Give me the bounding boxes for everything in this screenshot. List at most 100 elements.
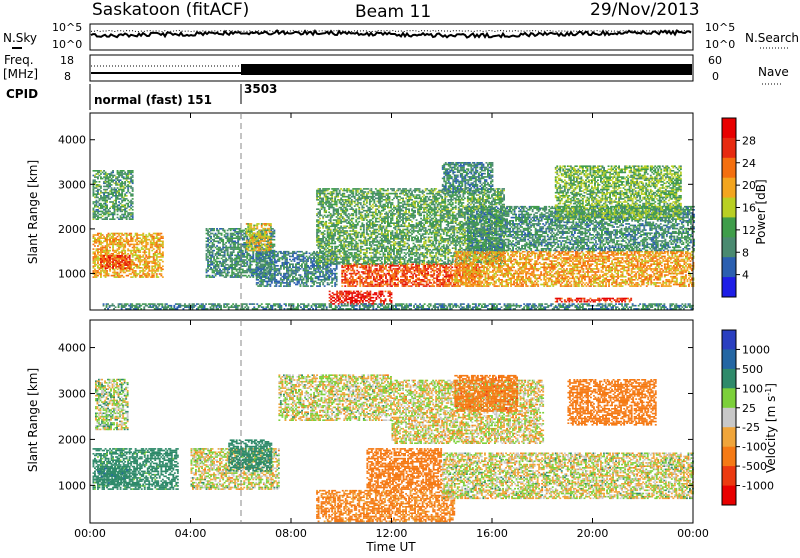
range-cell bbox=[132, 181, 134, 183]
range-cell bbox=[210, 258, 212, 260]
range-cell bbox=[123, 186, 125, 188]
range-cell bbox=[206, 258, 208, 260]
range-cell bbox=[272, 263, 274, 265]
range-cell bbox=[242, 269, 244, 271]
range-cell bbox=[120, 208, 122, 210]
range-cell bbox=[303, 256, 305, 258]
range-cell bbox=[363, 298, 365, 300]
range-cell bbox=[126, 192, 128, 194]
range-cell bbox=[207, 267, 209, 269]
range-cell bbox=[272, 228, 274, 230]
range-cell bbox=[96, 195, 98, 197]
range-cell bbox=[148, 255, 150, 257]
range-cell bbox=[353, 291, 355, 293]
range-cell bbox=[300, 285, 302, 287]
range-cell bbox=[243, 237, 245, 239]
range-cell bbox=[359, 285, 361, 287]
range-cell bbox=[371, 273, 373, 275]
range-cell bbox=[121, 184, 123, 186]
range-cell bbox=[138, 273, 140, 275]
range-cell bbox=[418, 267, 420, 269]
range-cell bbox=[297, 284, 299, 286]
range-cell bbox=[316, 233, 318, 235]
range-cell bbox=[322, 232, 324, 234]
range-cell bbox=[330, 213, 332, 215]
range-cell bbox=[324, 193, 326, 195]
range-cell bbox=[234, 241, 236, 243]
range-cell bbox=[252, 234, 254, 236]
range-cell bbox=[145, 237, 147, 239]
range-cell bbox=[224, 255, 226, 257]
range-cell bbox=[256, 278, 258, 280]
station-title: Saskatoon (fitACF) bbox=[92, 0, 249, 20]
range-cell bbox=[361, 281, 363, 283]
range-cell bbox=[132, 187, 134, 189]
range-cell bbox=[133, 262, 135, 264]
range-cell bbox=[318, 224, 320, 226]
range-cell bbox=[322, 271, 324, 273]
range-cell bbox=[126, 217, 128, 219]
range-cell bbox=[331, 285, 333, 287]
range-cell bbox=[371, 282, 373, 284]
range-cell bbox=[288, 251, 290, 253]
range-cell bbox=[233, 233, 235, 235]
range-cell bbox=[331, 281, 333, 283]
range-cell bbox=[207, 256, 209, 258]
range-cell bbox=[153, 239, 155, 241]
range-cell bbox=[209, 275, 211, 277]
range-cell bbox=[412, 274, 414, 276]
range-cell bbox=[94, 212, 96, 214]
range-cell bbox=[108, 236, 110, 238]
range-cell bbox=[271, 262, 273, 264]
range-cell bbox=[106, 241, 108, 243]
range-cell bbox=[159, 239, 161, 241]
range-cell bbox=[162, 236, 164, 238]
range-cell bbox=[278, 281, 280, 283]
range-cell bbox=[139, 237, 141, 239]
range-cell bbox=[132, 175, 134, 177]
range-cell bbox=[315, 257, 317, 259]
range-cell bbox=[108, 181, 110, 183]
range-cell bbox=[141, 275, 143, 277]
range-cell bbox=[207, 244, 209, 246]
range-cell bbox=[132, 261, 134, 263]
range-cell bbox=[459, 274, 461, 276]
range-cell bbox=[246, 264, 248, 266]
range-cell bbox=[236, 259, 238, 261]
range-cell bbox=[139, 272, 141, 274]
range-cell bbox=[120, 239, 122, 241]
range-cell bbox=[375, 294, 377, 296]
range-cell bbox=[102, 242, 104, 244]
range-cell bbox=[142, 234, 144, 236]
range-cell bbox=[278, 271, 280, 273]
range-cell bbox=[368, 273, 370, 275]
range-cell bbox=[340, 202, 342, 204]
range-cell bbox=[280, 285, 282, 287]
range-cell bbox=[362, 302, 364, 304]
range-cell bbox=[227, 273, 229, 275]
range-cell bbox=[339, 218, 341, 220]
range-cell bbox=[376, 281, 378, 283]
range-cell bbox=[144, 258, 146, 260]
range-cell bbox=[97, 215, 99, 217]
nsky-tick-bottom: 10^0 bbox=[52, 38, 82, 51]
range-cell bbox=[97, 275, 99, 277]
range-cell bbox=[273, 236, 275, 238]
range-cell bbox=[97, 173, 99, 175]
range-cell bbox=[322, 273, 324, 275]
range-cell bbox=[243, 230, 245, 232]
range-cell bbox=[303, 279, 305, 281]
range-cell bbox=[100, 253, 102, 255]
range-cell bbox=[321, 243, 323, 245]
freq-panel: Freq. [MHz] 18 8 60 0 Nave bbox=[3, 53, 789, 84]
range-cell bbox=[266, 253, 268, 255]
range-cell bbox=[260, 278, 262, 280]
range-cell bbox=[306, 282, 308, 284]
range-cell bbox=[321, 208, 323, 210]
range-cell bbox=[341, 281, 343, 283]
range-cell bbox=[115, 251, 117, 253]
range-cell bbox=[365, 267, 367, 269]
range-cell bbox=[207, 233, 209, 235]
range-cell bbox=[109, 211, 111, 213]
range-cell bbox=[234, 244, 236, 246]
